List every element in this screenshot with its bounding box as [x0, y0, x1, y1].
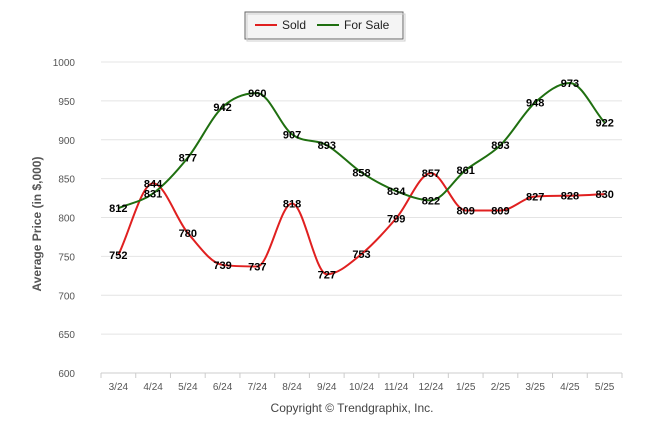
- data-label-sold: 753: [352, 249, 370, 261]
- y-tick-label-700: 700: [58, 291, 75, 302]
- x-tick-label-2-25: 2/25: [491, 382, 511, 393]
- y-tick-label-650: 650: [58, 330, 75, 341]
- data-label-sold: 737: [248, 261, 266, 273]
- data-label-sold: 828: [561, 191, 579, 203]
- data-label-sold: 830: [595, 189, 613, 201]
- data-label-for-sale: 831: [144, 188, 162, 200]
- x-tick-label-10-24: 10/24: [349, 382, 374, 393]
- data-label-for-sale: 812: [109, 203, 127, 215]
- data-label-for-sale: 948: [526, 97, 544, 109]
- data-label-for-sale: 922: [595, 118, 613, 130]
- legend-shadow: [246, 13, 406, 42]
- x-tick-label-5-25: 5/25: [595, 382, 615, 393]
- legend-item-for-sale[interactable]: For Sale: [344, 18, 390, 32]
- data-label-for-sale: 960: [248, 88, 266, 100]
- data-label-for-sale: 877: [179, 153, 197, 165]
- data-label-for-sale: 973: [561, 78, 579, 90]
- y-tick-label-750: 750: [58, 252, 75, 263]
- y-tick-label-900: 900: [58, 136, 75, 147]
- data-label-sold: 809: [491, 206, 509, 218]
- data-label-sold: 857: [422, 168, 440, 180]
- data-label-for-sale: 942: [213, 102, 231, 114]
- legend-item-sold[interactable]: Sold: [282, 18, 306, 32]
- data-label-for-sale: 893: [491, 140, 509, 152]
- y-tick-label-950: 950: [58, 97, 75, 108]
- legend[interactable]: Sold For Sale: [244, 11, 406, 42]
- x-tick-label-7-24: 7/24: [248, 382, 268, 393]
- x-tick-label-6-24: 6/24: [213, 382, 233, 393]
- data-labels: 752 844 780 739 737 818 727 753 799 857 809 809 827 8…: [109, 78, 614, 281]
- x-tick-label-3-24: 3/24: [109, 382, 129, 393]
- x-tick-label-5-24: 5/24: [178, 382, 198, 393]
- data-label-for-sale: 822: [422, 195, 440, 207]
- data-label-sold: 809: [457, 206, 475, 218]
- data-label-for-sale: 861: [457, 165, 475, 177]
- copyright-footer: Copyright © Trendgraphix, Inc.: [271, 401, 434, 415]
- x-tick-label-1-25: 1/25: [456, 382, 476, 393]
- y-tick-label-600: 600: [58, 369, 75, 380]
- y-tick-label-850: 850: [58, 175, 75, 186]
- series-line-for-sale: [117, 81, 606, 210]
- x-tick-label-3-25: 3/25: [525, 382, 545, 393]
- x-tick-label-8-24: 8/24: [282, 382, 302, 393]
- x-tick-label-9-24: 9/24: [317, 382, 337, 393]
- data-label-for-sale: 834: [387, 186, 406, 198]
- data-label-sold: 727: [318, 269, 336, 281]
- data-label-sold: 818: [283, 199, 301, 211]
- x-tick-label-11-24: 11/24: [384, 382, 409, 393]
- data-label-for-sale: 893: [318, 140, 336, 152]
- data-label-sold: 752: [109, 250, 127, 262]
- data-label-sold: 827: [526, 192, 544, 204]
- y-tick-label-1000: 1000: [53, 58, 76, 69]
- data-label-for-sale: 858: [352, 167, 370, 179]
- data-label-sold: 739: [213, 260, 231, 272]
- y-tick-label-800: 800: [58, 214, 75, 225]
- y-axis-label: Average Price (in $,000): [30, 157, 44, 292]
- x-axis-ticks: 3/24 4/24 5/24 6/24 7/24 8/24 9/24 10/24 11/24 12…: [100, 372, 623, 393]
- data-label-sold: 780: [179, 228, 197, 240]
- data-label-sold: 844: [144, 178, 163, 190]
- data-label-for-sale: 907: [283, 129, 301, 141]
- x-tick-label-12-24: 12/24: [418, 382, 443, 393]
- y-axis-ticks: 600 650 700 750 800 850 900 950 1000: [53, 58, 76, 380]
- series-lines: [117, 81, 606, 276]
- data-label-sold: 799: [387, 213, 405, 225]
- x-tick-label-4-24: 4/24: [143, 382, 163, 393]
- series-line-sold: [117, 172, 605, 276]
- x-tick-label-4-25: 4/25: [560, 382, 580, 393]
